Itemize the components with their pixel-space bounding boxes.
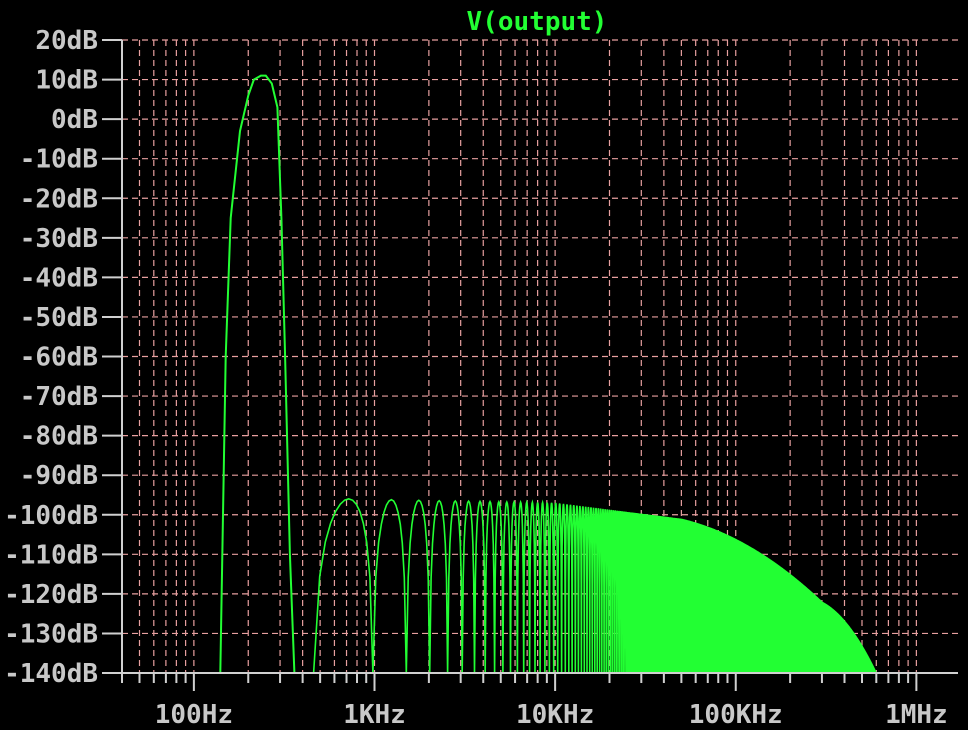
y-tick-label: -40dB: [20, 263, 98, 293]
x-axis: 100Hz 1KHz 10KHz 100KHz 1MHz: [121, 673, 948, 730]
chart-title: V(output): [467, 7, 608, 37]
y-tick-label: -50dB: [20, 303, 98, 333]
y-tick-label: -120dB: [4, 580, 98, 610]
main-lobe: [219, 74, 296, 674]
x-tick-label: 10KHz: [516, 700, 594, 730]
y-tick-label: -90dB: [20, 461, 98, 491]
x-tick-label: 100Hz: [155, 700, 233, 730]
y-tick-label: -130dB: [4, 619, 98, 649]
y-tick-label: -70dB: [20, 382, 98, 412]
series-v-output: [219, 74, 878, 674]
y-tick-label: -140dB: [4, 659, 98, 689]
x-tick-label: 100KHz: [689, 700, 783, 730]
sidelobes: [312, 498, 878, 674]
y-axis: 20dB 10dB 0dB -10dB -20dB -30dB -40dB -50dB -60d…: [4, 26, 122, 689]
x-tick-label: 1KHz: [343, 700, 406, 730]
y-tick-label: 10dB: [35, 66, 98, 96]
x-tick-label: 1MHz: [885, 700, 948, 730]
y-tick-label: -30dB: [20, 224, 98, 254]
y-tick-label: -110dB: [4, 540, 98, 570]
y-tick-label: -60dB: [20, 343, 98, 373]
y-tick-label: -100dB: [4, 501, 98, 531]
y-tick-label: -20dB: [20, 184, 98, 214]
y-tick-label: 0dB: [51, 105, 98, 135]
y-tick-label: -10dB: [20, 145, 98, 175]
y-tick-label: -80dB: [20, 422, 98, 452]
y-tick-label: 20dB: [35, 26, 98, 56]
grid: [121, 39, 958, 674]
